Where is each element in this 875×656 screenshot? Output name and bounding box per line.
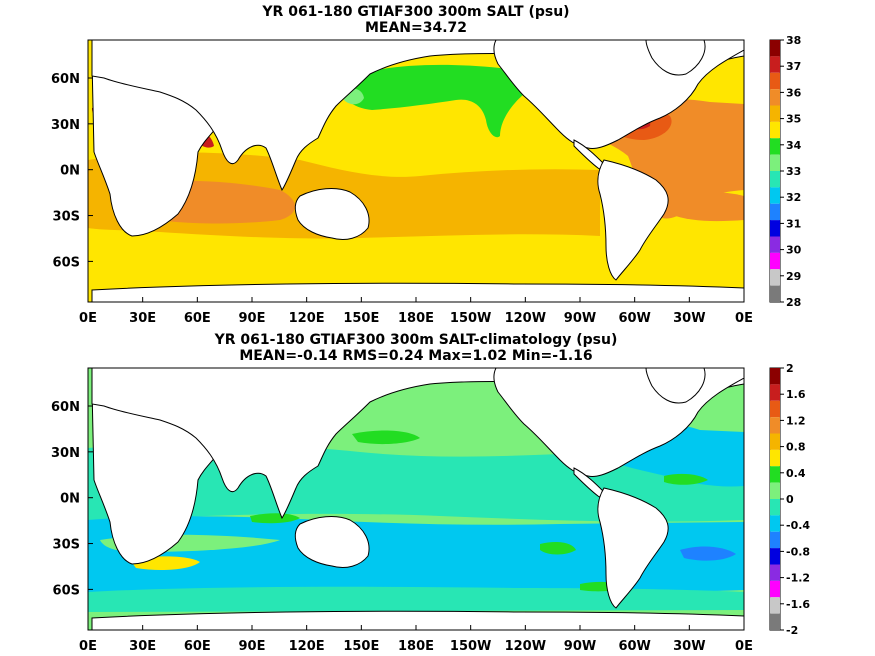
colorbar-label: -1.6 xyxy=(786,598,810,611)
top-map xyxy=(88,40,744,302)
colorbar-swatch xyxy=(770,236,780,253)
colorbar-swatch xyxy=(770,269,780,286)
colorbar-label: 29 xyxy=(786,270,801,283)
lon-tick-label: 150W xyxy=(450,639,491,654)
colorbar-swatch xyxy=(770,368,780,385)
colorbar-label: -1.2 xyxy=(786,572,810,585)
colorbar-label: 28 xyxy=(786,296,801,309)
lon-tick-label: 30W xyxy=(673,311,705,326)
colorbar-swatch xyxy=(770,433,780,450)
bottom-panel-subtitle: MEAN=-0.14 RMS=0.24 Max=1.02 Min=-1.16 xyxy=(239,348,593,364)
colorbar-swatch xyxy=(770,121,780,139)
colorbar-label: 35 xyxy=(786,113,801,126)
colorbar-swatch xyxy=(770,449,780,467)
colorbar-label: 1.6 xyxy=(786,388,806,401)
colorbar-swatch xyxy=(770,613,780,630)
colorbar-swatch xyxy=(770,285,780,302)
colorbar-label: 1.2 xyxy=(786,414,806,427)
colorbar-swatch xyxy=(770,531,780,549)
colorbar-swatch xyxy=(770,384,780,401)
lon-tick-label: 150E xyxy=(343,311,379,326)
lat-tick-label: 60N xyxy=(51,400,80,415)
lon-tick-label: 30W xyxy=(673,639,705,654)
colorbar-swatch xyxy=(770,400,780,418)
colorbar-swatch xyxy=(770,187,780,204)
top-panel-subtitle: MEAN=34.72 xyxy=(364,20,468,36)
lat-tick-label: 60S xyxy=(53,583,80,598)
lon-tick-label: 90E xyxy=(239,639,266,654)
lon-tick-label: 30E xyxy=(129,311,156,326)
colorbar-label: 0 xyxy=(786,493,794,506)
colorbar-swatch xyxy=(770,105,780,122)
lon-tick-label: 120W xyxy=(505,639,546,654)
colorbar-swatch xyxy=(770,252,780,270)
colorbar-label: -2 xyxy=(786,624,798,637)
lon-tick-label: 0E xyxy=(79,639,97,654)
colorbar-label: 32 xyxy=(786,191,801,204)
colorbar-swatch xyxy=(770,482,780,499)
colorbar-label: -0.8 xyxy=(786,545,810,558)
lat-tick-label: 30N xyxy=(51,118,80,133)
lat-tick-label: 0N xyxy=(60,164,80,179)
colorbar-label: 33 xyxy=(786,165,801,178)
lat-tick-label: 60S xyxy=(53,255,80,270)
colorbar-label: 38 xyxy=(786,34,801,47)
lon-tick-label: 60W xyxy=(618,311,650,326)
colorbar-label: 37 xyxy=(786,60,801,73)
lon-tick-label: 150E xyxy=(343,639,379,654)
colorbar-label: 36 xyxy=(786,86,802,99)
colorbar-swatch xyxy=(770,89,780,106)
colorbar-swatch xyxy=(770,564,780,581)
colorbar-swatch xyxy=(770,466,780,483)
colorbar-swatch xyxy=(770,56,780,73)
lon-tick-label: 120E xyxy=(289,639,325,654)
colorbar-label: 34 xyxy=(786,139,802,152)
colorbar-swatch xyxy=(770,597,780,614)
lon-tick-label: 0E xyxy=(735,311,753,326)
lat-tick-label: 60N xyxy=(51,72,80,87)
colorbar-swatch xyxy=(770,171,780,188)
colorbar-label: 0.4 xyxy=(786,467,806,480)
colorbar-swatch xyxy=(770,515,780,532)
lon-tick-label: 180E xyxy=(398,639,434,654)
lon-tick-label: 90W xyxy=(564,639,596,654)
colorbar-swatch xyxy=(770,154,780,171)
lon-tick-label: 0E xyxy=(79,311,97,326)
lon-tick-label: 60E xyxy=(184,639,211,654)
lat-tick-label: 0N xyxy=(60,492,80,507)
lon-tick-label: 30E xyxy=(129,639,156,654)
colorbar-label: -0.4 xyxy=(786,519,810,532)
lat-tick-label: 30S xyxy=(53,210,80,225)
colorbar-swatch xyxy=(770,40,780,57)
lon-tick-label: 90E xyxy=(239,311,266,326)
bottom-map xyxy=(88,368,744,630)
lat-tick-label: 30N xyxy=(51,446,80,461)
colorbar-swatch xyxy=(770,499,780,516)
colorbar-swatch xyxy=(770,417,780,434)
colorbar-label: 2 xyxy=(786,362,794,375)
lat-tick-label: 30S xyxy=(53,538,80,553)
lon-tick-label: 120W xyxy=(505,311,546,326)
lon-tick-label: 60W xyxy=(618,639,650,654)
top-panel-title: YR 061-180 GTIAF300 300m SALT (psu) xyxy=(262,4,570,20)
lon-tick-label: 150W xyxy=(450,311,491,326)
lon-tick-label: 120E xyxy=(289,311,325,326)
bottom-panel-title: YR 061-180 GTIAF300 300m SALT-climatolog… xyxy=(214,332,618,348)
colorbar-label: 31 xyxy=(786,217,801,230)
lon-tick-label: 90W xyxy=(564,311,596,326)
colorbar-swatch xyxy=(770,138,780,155)
colorbar-swatch xyxy=(770,580,780,598)
colorbar-label: 0.8 xyxy=(786,441,806,454)
lon-tick-label: 180E xyxy=(398,311,434,326)
colorbar-label: 30 xyxy=(786,244,802,257)
colorbar-swatch xyxy=(770,548,780,565)
colorbar-swatch xyxy=(770,220,780,237)
lon-tick-label: 60E xyxy=(184,311,211,326)
colorbar-swatch xyxy=(770,72,780,90)
lon-tick-label: 0E xyxy=(735,639,753,654)
colorbar-swatch xyxy=(770,203,780,221)
